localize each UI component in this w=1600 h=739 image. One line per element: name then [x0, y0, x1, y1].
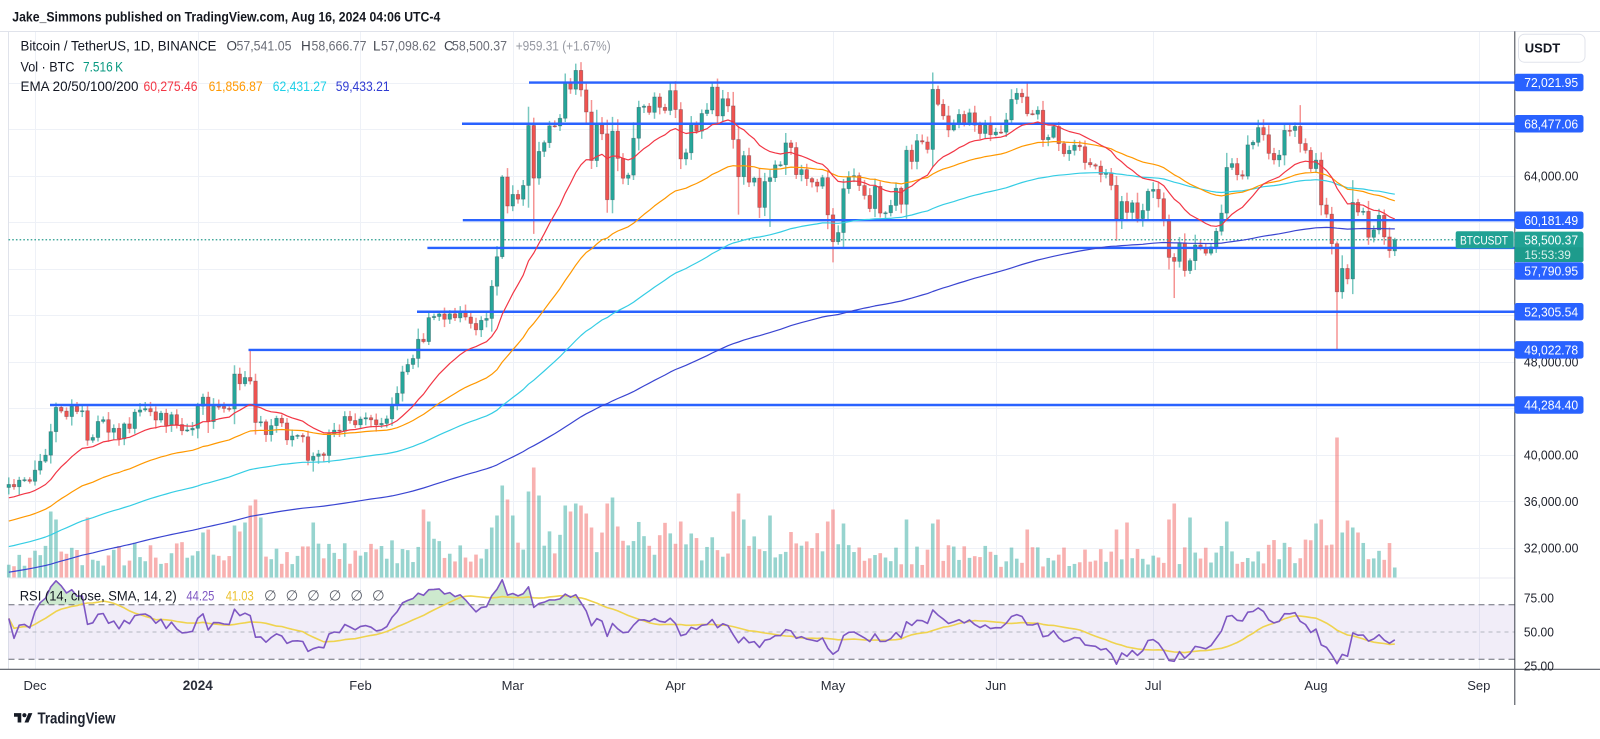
svg-text:L: L — [373, 39, 381, 54]
svg-text:∅: ∅ — [307, 589, 320, 605]
svg-text:Bitcoin / TetherUS, 1D, BINANC: Bitcoin / TetherUS, 1D, BINANCE — [21, 39, 217, 54]
svg-text:58,666.77: 58,666.77 — [312, 39, 367, 54]
svg-text:61,856.87: 61,856.87 — [209, 79, 263, 94]
svg-text:57,541.05: 57,541.05 — [237, 39, 292, 54]
svg-text:May: May — [821, 678, 846, 693]
svg-text:Jake_Simmons published on Trad: Jake_Simmons published on TradingView.co… — [12, 9, 440, 25]
svg-text:44,284.40: 44,284.40 — [1524, 398, 1578, 413]
svg-text:Aug: Aug — [1304, 678, 1327, 693]
svg-text:75.00: 75.00 — [1524, 591, 1554, 606]
svg-text:∅: ∅ — [264, 589, 277, 605]
svg-text:52,305.54: 52,305.54 — [1524, 304, 1578, 319]
svg-text:C: C — [444, 39, 454, 54]
svg-text:∅: ∅ — [372, 589, 385, 605]
svg-text:Jul: Jul — [1145, 678, 1162, 693]
svg-text:60,181.49: 60,181.49 — [1524, 213, 1578, 228]
svg-text:Jun: Jun — [985, 678, 1006, 693]
svg-text:64,000.00: 64,000.00 — [1524, 169, 1579, 184]
svg-text:BTCUSDT: BTCUSDT — [1460, 233, 1509, 247]
svg-text:40,000.00: 40,000.00 — [1524, 448, 1579, 463]
svg-text:60,275.46: 60,275.46 — [144, 79, 198, 94]
svg-text:H: H — [301, 39, 311, 54]
svg-text:25.00: 25.00 — [1524, 659, 1554, 674]
svg-text:Mar: Mar — [502, 678, 525, 693]
svg-text:44.25: 44.25 — [186, 589, 214, 604]
svg-text:TradingView: TradingView — [38, 711, 117, 728]
svg-text:57,790.95: 57,790.95 — [1524, 264, 1578, 279]
svg-text:∅: ∅ — [286, 589, 299, 605]
svg-text:41.03: 41.03 — [226, 589, 254, 604]
svg-text:36,000.00: 36,000.00 — [1524, 494, 1579, 509]
svg-text:49,022.78: 49,022.78 — [1524, 343, 1578, 358]
svg-text:Feb: Feb — [349, 678, 371, 693]
svg-text:15:53:39: 15:53:39 — [1524, 248, 1571, 262]
svg-text:O: O — [227, 39, 238, 54]
svg-text:Vol · BTC: Vol · BTC — [21, 60, 75, 75]
svg-text:50.00: 50.00 — [1524, 625, 1554, 640]
svg-text:68,477.06: 68,477.06 — [1524, 117, 1578, 132]
svg-text:Sep: Sep — [1467, 678, 1490, 693]
svg-text:2024: 2024 — [183, 678, 214, 693]
svg-text:∅: ∅ — [329, 589, 342, 605]
svg-text:57,098.62: 57,098.62 — [381, 39, 436, 54]
svg-text:USDT: USDT — [1525, 41, 1560, 56]
svg-text:Dec: Dec — [23, 678, 47, 693]
svg-text:59,433.21: 59,433.21 — [336, 79, 390, 94]
svg-text:58,500.37: 58,500.37 — [1524, 232, 1578, 247]
svg-text:72,021.95: 72,021.95 — [1524, 75, 1578, 90]
svg-text:32,000.00: 32,000.00 — [1524, 541, 1579, 556]
svg-text:EMA 20/50/100/200: EMA 20/50/100/200 — [21, 79, 139, 94]
svg-text:∅: ∅ — [350, 589, 363, 605]
svg-text:RSI (14, close, SMA, 14, 2): RSI (14, close, SMA, 14, 2) — [20, 589, 177, 604]
svg-text:+959.31 (+1.67%): +959.31 (+1.67%) — [516, 39, 611, 54]
svg-text:7.516 K: 7.516 K — [83, 60, 123, 75]
svg-text:62,431.27: 62,431.27 — [273, 79, 327, 94]
svg-text:Apr: Apr — [665, 678, 686, 693]
svg-text:58,500.37: 58,500.37 — [452, 39, 507, 54]
